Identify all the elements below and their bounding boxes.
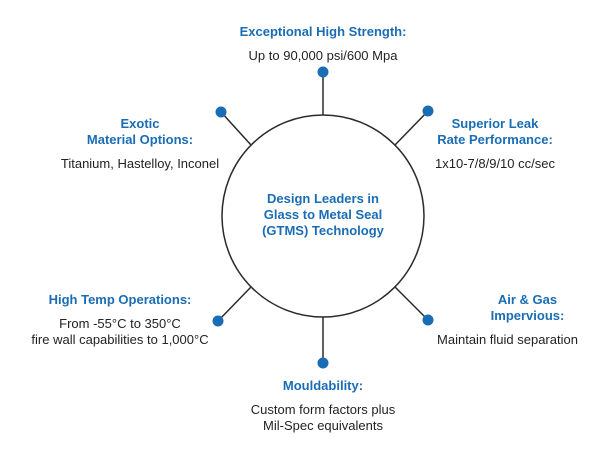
- feature-body: Maintain fluid separation: [437, 332, 578, 347]
- spoke-top-left: [220, 111, 252, 146]
- feature-title: Mouldability:: [282, 378, 364, 393]
- feature-high-temp: High Temp Operations: From -55°C to 350°…: [20, 292, 220, 348]
- dot-top-left: [215, 106, 227, 118]
- feature-strength: Exceptional High Strength: Up to 90,000 …: [223, 24, 423, 64]
- center-line: Design Leaders in: [267, 191, 379, 206]
- center-line: (GTMS) Technology: [262, 223, 384, 238]
- feature-body: Titanium, Hastelloy, Inconel: [60, 156, 220, 171]
- dot-bottom: [317, 357, 329, 369]
- feature-title: Impervious:: [490, 308, 565, 323]
- feature-title: High Temp Operations:: [48, 292, 192, 307]
- center-text: Design Leaders in Glass to Metal Seal (G…: [223, 191, 423, 239]
- spoke-bottom-right: [394, 286, 429, 321]
- feature-body: 1x10-7/8/9/10 cc/sec: [435, 156, 555, 171]
- dot-bottom-right: [422, 314, 434, 326]
- feature-body: Up to 90,000 psi/600 Mpa: [248, 48, 398, 63]
- feature-title: Material Options:: [86, 132, 194, 147]
- feature-title: Superior Leak: [451, 116, 539, 131]
- feature-body: fire wall capabilities to 1,000°C: [31, 332, 209, 347]
- feature-title: Exceptional High Strength:: [239, 24, 407, 39]
- feature-title: Air & Gas: [497, 292, 558, 307]
- feature-body: Custom form factors plus: [250, 402, 396, 417]
- dot-top-right: [422, 105, 434, 117]
- center-line: Glass to Metal Seal: [263, 207, 383, 222]
- feature-impervious: Air & Gas Impervious: Maintain fluid sep…: [420, 292, 595, 348]
- spoke-bottom-left: [217, 286, 252, 322]
- dot-bottom-left: [212, 315, 224, 327]
- feature-title: Rate Performance:: [437, 132, 553, 147]
- spoke-top-right: [394, 110, 429, 146]
- feature-body: From -55°C to 350°C: [59, 316, 181, 331]
- feature-title: Exotic: [120, 116, 160, 131]
- feature-body: Mil-Spec equivalents: [263, 418, 383, 433]
- feature-mouldability: Mouldability: Custom form factors plus M…: [223, 378, 423, 434]
- dot-top: [317, 66, 329, 78]
- feature-leak-rate: Superior Leak Rate Performance: 1x10-7/8…: [410, 116, 580, 172]
- feature-materials: Exotic Material Options: Titanium, Haste…: [50, 116, 230, 172]
